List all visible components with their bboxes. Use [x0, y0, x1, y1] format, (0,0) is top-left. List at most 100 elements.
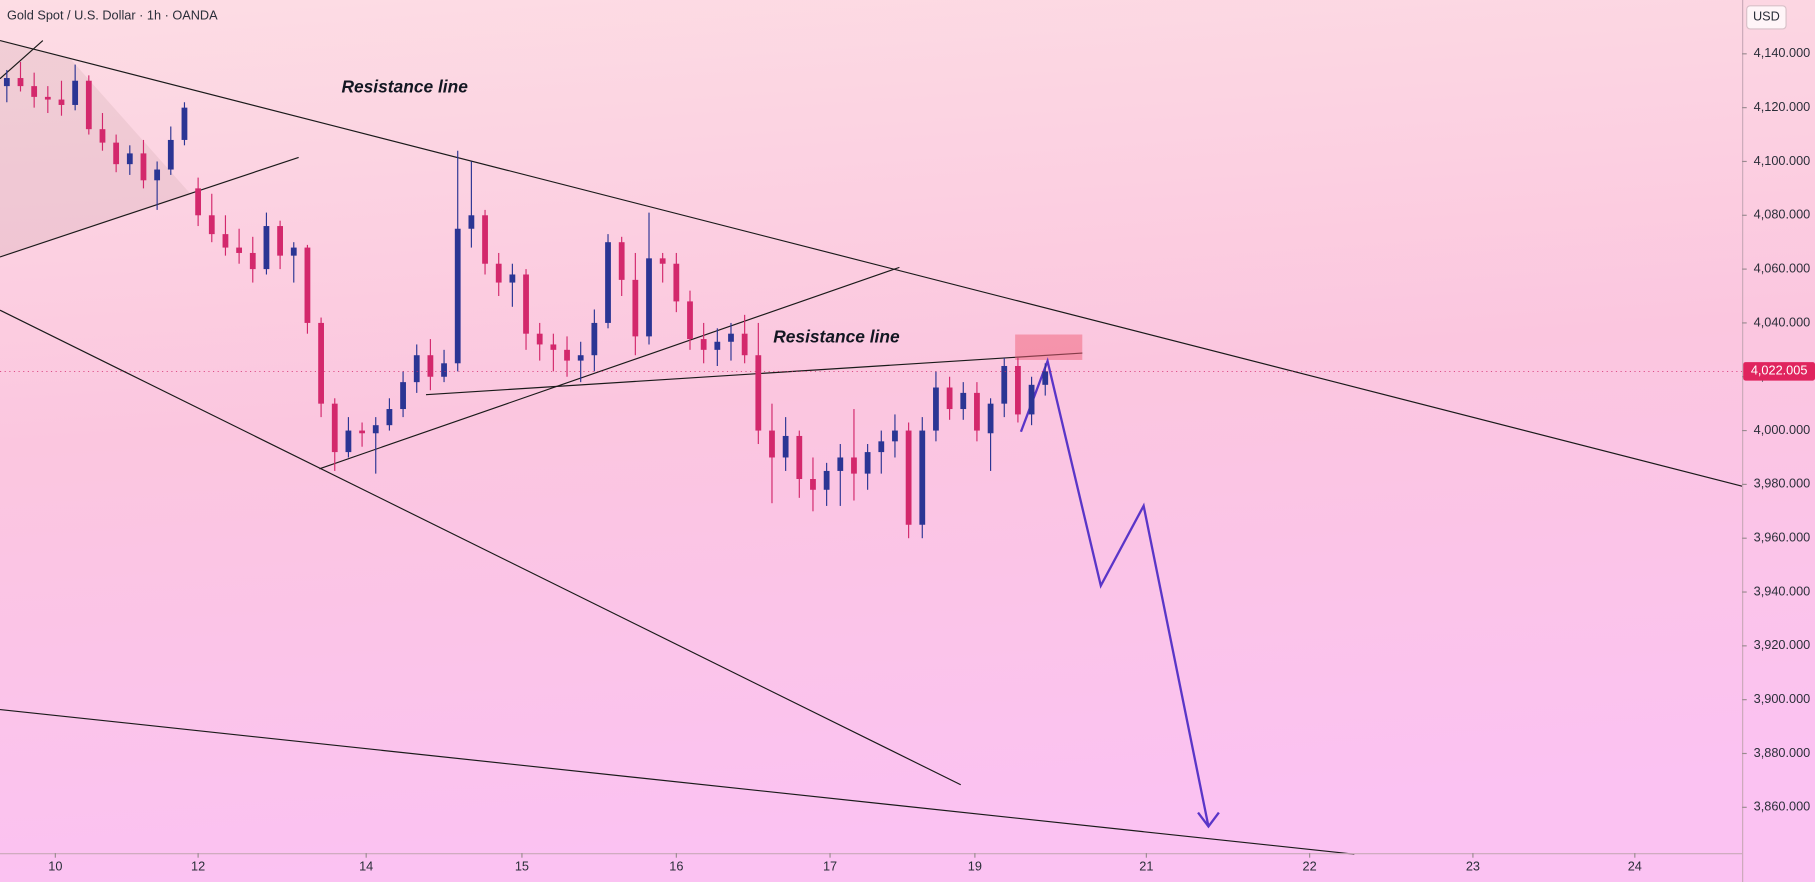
candle-body: [113, 142, 120, 165]
candle-body: [960, 392, 967, 410]
x-tick-label: 10: [48, 858, 62, 873]
candle-body: [782, 435, 789, 458]
candle-body: [263, 226, 270, 270]
candle-body: [345, 430, 352, 453]
y-tick-label: 4,120.000: [1754, 99, 1811, 114]
candle-body: [714, 341, 721, 350]
candle-body: [236, 247, 243, 253]
last-price-label: 4,022.005: [1751, 363, 1808, 378]
candle-body: [851, 457, 857, 474]
candle-body: [154, 169, 161, 181]
y-tick-label: 4,040.000: [1754, 314, 1811, 329]
x-tick-label: 12: [191, 858, 205, 873]
y-tick-label: 3,860.000: [1754, 799, 1811, 814]
trend-line: [425, 352, 1083, 396]
candle-body: [181, 107, 188, 140]
candle-body: [1001, 365, 1008, 404]
candle-body: [728, 333, 734, 342]
candle-body: [591, 322, 598, 356]
symbol-title: Gold Spot / U.S. Dollar · 1h · OANDA: [7, 8, 218, 23]
candle-body: [3, 78, 10, 87]
candle-body: [577, 355, 584, 361]
candle-body: [140, 153, 147, 181]
candle-body: [550, 344, 557, 350]
candle-body: [673, 263, 680, 302]
candle-body: [892, 430, 898, 442]
candle-body: [372, 425, 379, 434]
trend-line: [0, 309, 962, 786]
candle-body: [700, 339, 707, 350]
last-price-box: [1743, 362, 1815, 381]
candle-body: [386, 409, 393, 426]
trend-line: [319, 266, 900, 470]
candle-body: [646, 258, 652, 337]
candle-body: [482, 215, 488, 264]
candle-body: [495, 263, 502, 283]
candle-body: [318, 322, 324, 404]
candle-body: [304, 247, 311, 323]
candle-body: [277, 226, 283, 256]
y-tick-label: 4,060.000: [1754, 260, 1811, 275]
candle-body: [659, 258, 666, 264]
candle-body: [769, 430, 775, 458]
candle-body: [195, 188, 202, 216]
candle-body: [509, 274, 516, 283]
y-tick-label: 3,940.000: [1754, 583, 1811, 598]
x-tick-label: 17: [823, 858, 837, 873]
trend-line: [0, 708, 1355, 855]
candle-body: [1042, 371, 1049, 385]
candle-body: [878, 441, 885, 453]
y-tick-label: 4,000.000: [1754, 422, 1811, 437]
x-tick-label: 24: [1628, 858, 1642, 873]
trend-line: [0, 39, 1743, 487]
y-tick-label: 3,960.000: [1754, 530, 1811, 545]
y-tick-label: 3,980.000: [1754, 476, 1811, 491]
candle-body: [400, 382, 406, 410]
candle-body: [1015, 365, 1021, 415]
projection-path: [1019, 357, 1210, 827]
candle-body: [605, 242, 611, 323]
y-tick-label: 4,100.000: [1754, 153, 1811, 168]
candle-body: [17, 78, 24, 87]
candle-body: [919, 430, 926, 525]
resistance-zone: [1015, 334, 1083, 360]
candle-body: [454, 228, 461, 364]
candle-body: [905, 430, 912, 525]
candle-body: [99, 129, 106, 143]
candle-body: [687, 301, 693, 340]
candle-body: [837, 457, 844, 471]
y-tick-label: 3,900.000: [1754, 691, 1811, 706]
candle-body: [126, 153, 133, 165]
trend-line: [0, 156, 299, 258]
currency-label: USD: [1753, 9, 1780, 24]
currency-button[interactable]: [1746, 5, 1787, 30]
x-tick-label: 14: [359, 858, 373, 873]
annotation: Resistance line: [773, 327, 900, 347]
candles: [3, 61, 1049, 539]
candle-body: [810, 479, 816, 490]
candle-body: [208, 215, 215, 235]
candle-body: [222, 234, 229, 248]
candle-body: [413, 355, 420, 383]
y-tick-label: 3,920.000: [1754, 637, 1811, 652]
candle-body: [249, 252, 256, 270]
x-tick-label: 22: [1303, 858, 1317, 873]
plot-area: Resistance line Resistance line Gold Spo…: [0, 8, 1743, 855]
candle-body: [427, 355, 434, 377]
candle-body: [331, 403, 338, 453]
candle-body: [85, 80, 92, 130]
candle-body: [44, 96, 51, 100]
candle-body: [564, 349, 570, 361]
candle-body: [987, 403, 994, 434]
x-tick-label: 16: [669, 858, 683, 873]
candle-body: [618, 242, 625, 280]
candle-body: [468, 215, 475, 229]
y-tick-label: 4,140.000: [1754, 45, 1811, 60]
candle-body: [755, 355, 762, 431]
candle-body: [523, 274, 529, 334]
candle-body: [632, 279, 639, 337]
candle-body: [946, 387, 953, 410]
candle-body: [72, 80, 79, 105]
